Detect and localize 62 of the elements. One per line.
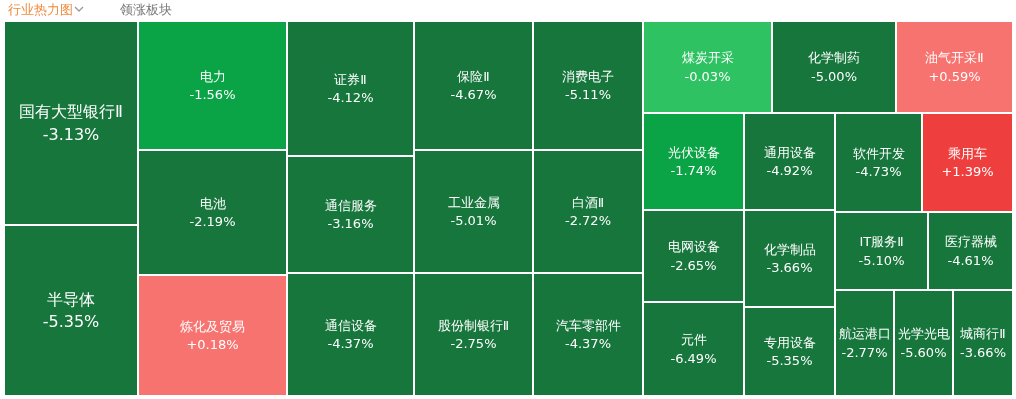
category-label: 城商行Ⅱ (959, 326, 1006, 342)
category-label: 光学光电 (897, 326, 950, 342)
category-label: 通信设备 (324, 317, 377, 333)
category-label: 股份制银行Ⅱ (437, 317, 510, 333)
category-label: 油气开采Ⅱ (925, 50, 984, 66)
category-label: 通信服务 (324, 197, 377, 213)
data-label: -5.35% (42, 312, 100, 332)
data-label: -4.12% (327, 90, 374, 106)
data-label: -2.19% (189, 214, 236, 230)
data-label: -4.37% (327, 336, 374, 352)
data-label: -3.66% (960, 344, 1006, 360)
data-label: -4.92% (766, 163, 813, 179)
category-label: 工业金属 (447, 194, 500, 210)
text: 行业热力图 (8, 2, 73, 17)
data-label: -6.49% (670, 350, 717, 366)
category-label: 元件 (680, 332, 707, 348)
data-label: -5.01% (450, 213, 497, 229)
category-label: 汽车零部件 (555, 317, 621, 333)
data-label: -4.67% (450, 87, 497, 103)
category-label: 白酒Ⅱ (571, 194, 605, 210)
category-label: 电池 (199, 195, 226, 211)
data-label: +1.39% (941, 164, 994, 180)
category-label: 证券Ⅱ (334, 71, 367, 87)
category-label: 航运港口 (838, 326, 891, 342)
category-label: 电网设备 (667, 239, 720, 255)
category-label: IT服务Ⅱ (859, 234, 904, 250)
category-label: 医疗器械 (944, 234, 997, 250)
category-label: 化学制品 (763, 241, 816, 257)
category-label: 半导体 (47, 289, 95, 309)
category-label: 保险Ⅱ (457, 68, 490, 84)
category-label: 煤炭开采 (681, 50, 734, 66)
data-label: -3.16% (327, 216, 374, 232)
data-label: -4.73% (855, 164, 902, 180)
data-label: -5.00% (811, 68, 857, 84)
data-label: -3.66% (766, 260, 813, 276)
data-label: -5.35% (766, 353, 813, 369)
category-label: 炼化及贸易 (180, 318, 245, 334)
data-label: -4.61% (947, 252, 994, 268)
category-label: 专用设备 (763, 334, 816, 350)
data-label: -2.75% (450, 336, 497, 352)
category-label: 电力 (199, 68, 226, 84)
category-label: 国有大型银行Ⅱ (19, 102, 123, 122)
data-label: -4.37% (565, 336, 611, 352)
category-label: 通用设备 (763, 144, 816, 160)
category-label: 化学制药 (808, 50, 860, 66)
category-label: 光伏设备 (667, 144, 720, 160)
category-label: 乘用车 (948, 145, 987, 161)
data-label: +0.18% (186, 337, 239, 353)
data-label: +0.59% (928, 68, 981, 84)
data-label: -3.13% (42, 124, 100, 144)
data-label: -2.77% (841, 344, 888, 360)
data-label: -2.65% (670, 257, 717, 273)
data-label: -1.74% (670, 163, 717, 179)
data-label: -5.11% (565, 87, 611, 103)
data-label: -0.03% (684, 68, 731, 84)
category-label: 软件开发 (852, 145, 905, 161)
category-label: 消费电子 (562, 68, 614, 84)
text: 领涨板块 (120, 2, 172, 17)
data-label: -1.56% (189, 87, 236, 103)
data-label: -2.72% (565, 213, 611, 229)
data-label: -5.10% (858, 252, 905, 268)
data-label: -5.60% (900, 344, 947, 360)
